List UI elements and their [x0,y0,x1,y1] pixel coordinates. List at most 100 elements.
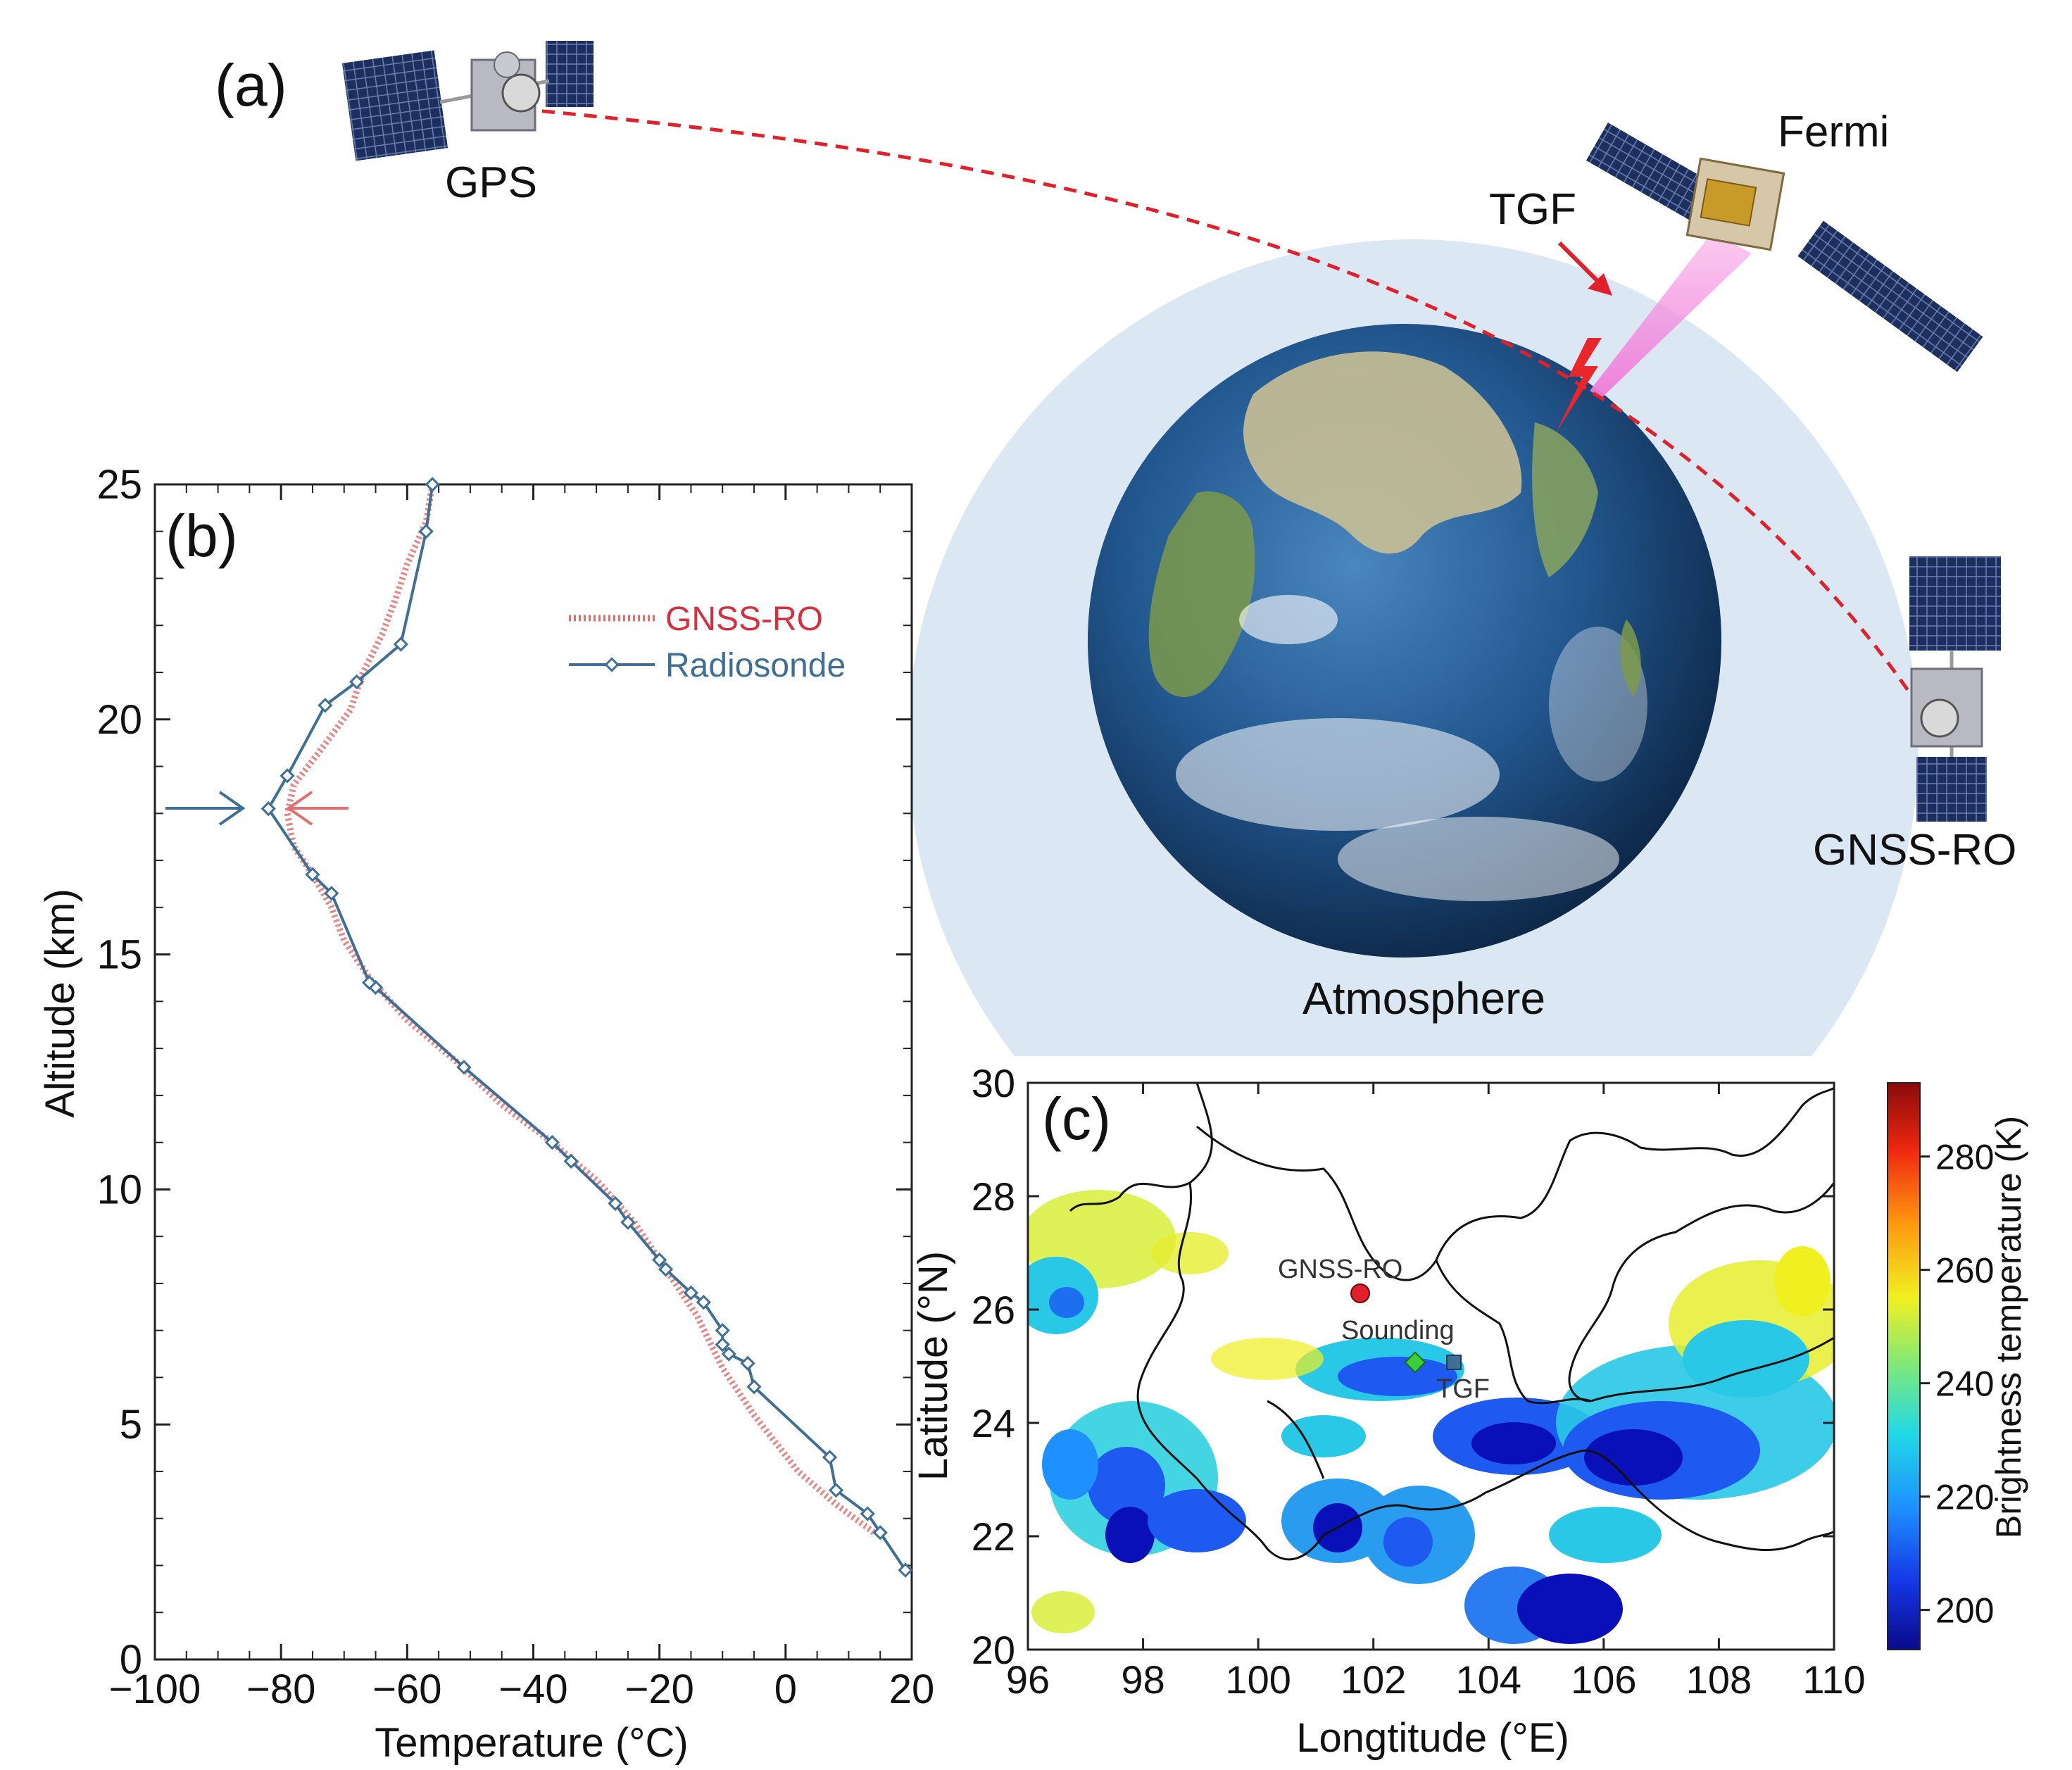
map-y-tick-label: 24 [972,1401,1015,1445]
province-borders [1069,1083,1834,1561]
x-tick-label: −20 [624,1667,693,1712]
radiosonde-point [361,975,377,991]
x-tick-label: 0 [774,1667,797,1712]
y-tick-label: 15 [96,932,142,978]
radiosonde-point [822,1450,838,1465]
radiosonde-series-line [266,484,907,1571]
map-x-tick-label: 104 [1456,1657,1521,1702]
gnss-ro-marker-label: GNSS-RO [1278,1255,1402,1284]
map-x-tick-label: 106 [1571,1657,1636,1702]
radiosonde-min-arrow-icon [165,791,246,826]
radiosonde-point [721,1346,736,1362]
sounding-marker-label: Sounding [1341,1316,1455,1345]
tgf-marker [1446,1355,1462,1370]
tick-marks [153,483,913,1661]
radiosonde-point [260,801,276,817]
map-x-tick-label: 108 [1686,1657,1752,1702]
plot-area [153,483,913,1661]
radiosonde-point [652,1252,667,1268]
panel-b-label: (b) [165,503,238,569]
panel-b: −100 −80 −60 −40 −20 0 20 0 5 10 15 20 25 GNSS-RO Ra… [37,462,934,1766]
y-tick-label: 10 [96,1167,142,1212]
fermi-detection-beam [1590,232,1752,398]
legend-gnss-ro-label: GNSS-RO [665,601,823,638]
gnss-ro-marker [1350,1283,1370,1303]
radiosonde-point [425,477,440,492]
map-y-tick-label: 22 [972,1514,1015,1559]
map-x-tick-label: 96 [1006,1657,1050,1702]
map-y-axis-label: Latitude (°N) [910,1251,956,1481]
earth-globe [1088,324,1721,958]
radiosonde-point [544,1135,560,1150]
map-tick-labels: 96 98 100 102 104 106 108 110 20 22 24 26 28 30 [972,1061,1866,1702]
tgf-label: TGF [1489,185,1576,234]
map-frame [1026,1081,1835,1651]
radiosonde-point [872,1525,888,1540]
map-x-tick-label: 110 [1802,1657,1865,1702]
radiosonde-point [715,1323,730,1338]
tgf-arrow-icon [1557,241,1612,296]
x-tick-label: −40 [498,1667,567,1712]
map-x-tick-label: 100 [1225,1657,1291,1702]
panel-a-label: (a) [215,52,287,118]
radiosonde-point [324,886,339,901]
gnss-ro-satellite-icon [1909,556,2001,822]
map-y-tick-label: 28 [972,1174,1015,1219]
map-x-axis-label: Longtitude (°E) [1296,1715,1569,1761]
legend-radiosonde-label: Radiosonde [665,647,846,684]
radiosonde-point [683,1285,699,1300]
fermi-label: Fermi [1778,108,1889,156]
x-tick-label: −80 [246,1667,315,1712]
radiosonde-point [318,698,333,713]
gnss-ro-label: GNSS-RO [1813,826,2016,874]
y-tick-label: 0 [120,1637,142,1683]
panel-c-label: (c) [1042,1086,1111,1152]
map-y-tick-label: 20 [972,1628,1015,1672]
radiosonde-point [746,1379,762,1395]
radiosonde-point [418,524,434,539]
radiosonde-point [828,1483,844,1498]
map-y-tick-label: 26 [972,1288,1015,1332]
x-axis-label: Temperature (°C) [375,1720,688,1766]
radiosonde-point [620,1214,636,1230]
map-y-tick-label: 30 [972,1061,1015,1105]
colorbar-tick-label: 280 [1935,1138,1994,1177]
gnss-ro-min-arrow-icon [286,791,349,826]
colorbar-tick-label: 240 [1935,1364,1994,1404]
x-tick-label: −100 [109,1667,201,1712]
colorbar-tick-label: 260 [1935,1251,1994,1291]
sounding-marker [1404,1351,1426,1374]
legend-radiosonde-marker [604,657,620,672]
occultation-ray-path [520,107,1917,702]
radiosonde-point [740,1355,755,1372]
radiosonde-point [715,1337,730,1352]
radiosonde-point [393,636,408,652]
radiosonde-point [608,1195,623,1212]
radiosonde-point [456,1060,472,1075]
legend: GNSS-RO Radiosonde [569,601,846,684]
colorbar-tick-label: 220 [1935,1478,1994,1517]
atmosphere-label: Atmosphere [1302,973,1545,1024]
y-axis-label: Altitude (km) [37,889,83,1118]
gnss-ro-series-line [284,484,876,1536]
y-tick-label: 5 [120,1402,142,1448]
radiosonde-point [280,768,295,784]
colorbar-label: Brightness temperature (K) [1989,1116,2028,1538]
gps-label: GPS [445,158,537,207]
lightning-bolt-icon [1556,338,1602,433]
tick-labels: −100 −80 −60 −40 −20 0 20 0 5 10 15 20 25 [96,462,934,1712]
fermi-satellite-icon [1586,123,1983,372]
colorbar [1887,1082,1921,1650]
panel-a: (a) GPS Fermi TGF GNSS-RO Atmosphere [215,41,2072,1267]
x-tick-label: 20 [889,1667,935,1712]
gps-satellite-icon [341,41,594,161]
series-layer [260,477,913,1578]
y-tick-label: 20 [96,697,142,743]
x-tick-label: −60 [372,1667,441,1712]
radiosonde-point [658,1262,674,1277]
radiosonde-point [696,1295,711,1310]
radiosonde-point [305,867,320,882]
map-x-tick-label: 98 [1121,1657,1164,1702]
colorbar-tick-label: 200 [1935,1591,1994,1631]
